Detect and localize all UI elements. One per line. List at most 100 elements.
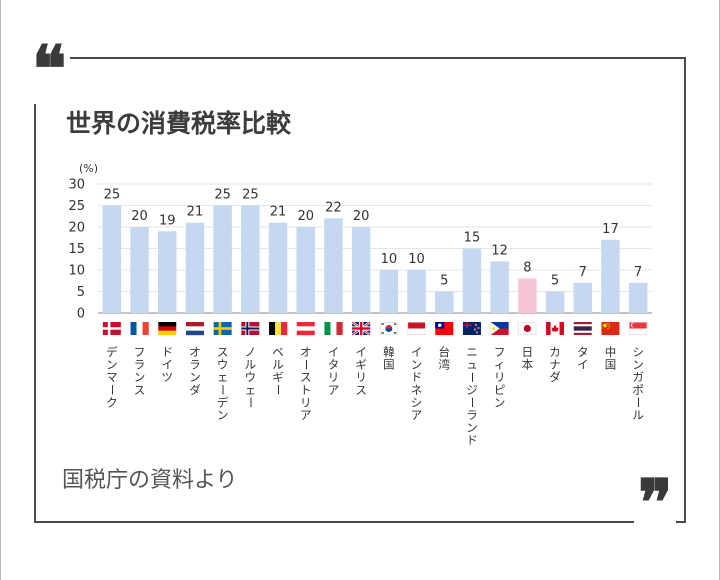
svg-text:ジ: ジ — [466, 383, 478, 397]
svg-text:ニ: ニ — [466, 345, 478, 359]
data-label: 10 — [408, 252, 425, 267]
data-label: 15 — [464, 231, 481, 246]
bar-2 — [158, 231, 177, 313]
bar-3 — [185, 222, 205, 313]
taiwan-flag — [435, 322, 454, 335]
svg-text:タ: タ — [577, 345, 589, 359]
category-label: 韓国 — [383, 345, 395, 372]
svg-text:ル: ル — [245, 358, 257, 372]
bar-19 — [628, 282, 648, 313]
category-label: 台湾 — [439, 345, 451, 372]
svg-text:リ: リ — [328, 370, 340, 384]
italy-flag — [324, 322, 343, 335]
svg-text:ン: ン — [217, 408, 229, 422]
svg-text:ノ: ノ — [245, 345, 257, 359]
svg-text:ク: ク — [106, 395, 118, 409]
svg-text:ー: ー — [105, 384, 119, 396]
austria-flag — [296, 322, 315, 336]
category-label: 日本 — [522, 345, 534, 372]
category-label: 中国 — [605, 345, 617, 372]
svg-text:中: 中 — [605, 345, 617, 359]
svg-text:ラ: ラ — [189, 358, 201, 372]
svg-text:ル: ル — [632, 408, 644, 422]
data-label: 12 — [491, 243, 508, 258]
y-tick-label: 5 — [77, 285, 85, 300]
svg-text:ド: ド — [162, 345, 174, 359]
page-edge-left — [0, 0, 1, 580]
data-label: 22 — [325, 200, 342, 215]
svg-text:ス: ス — [217, 345, 229, 359]
svg-text:ト: ト — [300, 383, 312, 397]
bar-7 — [296, 227, 315, 313]
svg-text:シ: シ — [411, 395, 423, 409]
svg-text:ン: ン — [466, 421, 478, 435]
svg-text:ス: ス — [355, 383, 367, 397]
svg-text:オ: オ — [300, 345, 312, 359]
svg-text:ラ: ラ — [134, 358, 146, 372]
data-label: 19 — [159, 213, 176, 228]
svg-text:ラ: ラ — [466, 408, 478, 422]
svg-text:シ: シ — [632, 345, 644, 359]
philippines-flag — [490, 322, 509, 335]
data-label: 21 — [270, 205, 287, 220]
svg-text:ー: ー — [271, 384, 285, 396]
svg-text:ー: ー — [465, 371, 479, 383]
bar-18 — [601, 239, 620, 313]
svg-text:フ: フ — [134, 345, 146, 359]
bar-5 — [241, 205, 260, 313]
bar-10 — [379, 270, 399, 313]
y-tick-label: 25 — [68, 199, 85, 214]
svg-text:イ: イ — [577, 358, 589, 372]
open-quote-icon: ❝ — [28, 38, 71, 104]
sweden-flag — [213, 322, 232, 335]
data-label: 20 — [353, 209, 370, 224]
svg-text:フ: フ — [494, 345, 506, 359]
y-tick-label: 20 — [68, 221, 85, 236]
singapore-flag — [629, 321, 648, 335]
close-quote-icon: ❞ — [634, 472, 677, 536]
netherlands-flag — [185, 322, 204, 336]
svg-text:ー: ー — [465, 397, 479, 409]
category-label: ドイツ — [162, 345, 174, 384]
data-label: 20 — [297, 209, 314, 224]
bar-6 — [268, 222, 288, 313]
quote-frame — [34, 57, 686, 523]
svg-text:ア: ア — [300, 408, 312, 422]
svg-text:ン: ン — [632, 358, 644, 372]
svg-text:ダ: ダ — [549, 370, 561, 384]
bar-15 — [518, 278, 537, 313]
denmark-flag — [102, 322, 121, 335]
data-label: 25 — [214, 188, 231, 203]
svg-text:ン: ン — [494, 395, 506, 409]
bar-14 — [490, 261, 509, 313]
y-unit-label: (%) — [79, 162, 98, 175]
svg-text:ア: ア — [411, 408, 423, 422]
svg-text:ュ: ュ — [466, 358, 478, 372]
svg-text:国: 国 — [605, 358, 617, 372]
svg-text:デ: デ — [106, 345, 118, 359]
china-flag — [601, 322, 620, 335]
svg-text:ン: ン — [106, 358, 118, 372]
svg-text:ー: ー — [216, 384, 230, 396]
svg-text:ェ: ェ — [245, 383, 257, 397]
y-tick-label: 0 — [77, 307, 85, 322]
data-label: 7 — [634, 265, 642, 280]
svg-text:イ: イ — [355, 345, 367, 359]
svg-text:ー: ー — [631, 397, 645, 409]
data-label: 7 — [579, 265, 587, 280]
germany-flag — [158, 322, 177, 336]
bar-11 — [407, 270, 426, 313]
svg-text:本: 本 — [522, 358, 534, 372]
data-label: 21 — [187, 205, 204, 220]
svg-text:ベ: ベ — [272, 345, 284, 359]
bar-1 — [130, 227, 149, 313]
